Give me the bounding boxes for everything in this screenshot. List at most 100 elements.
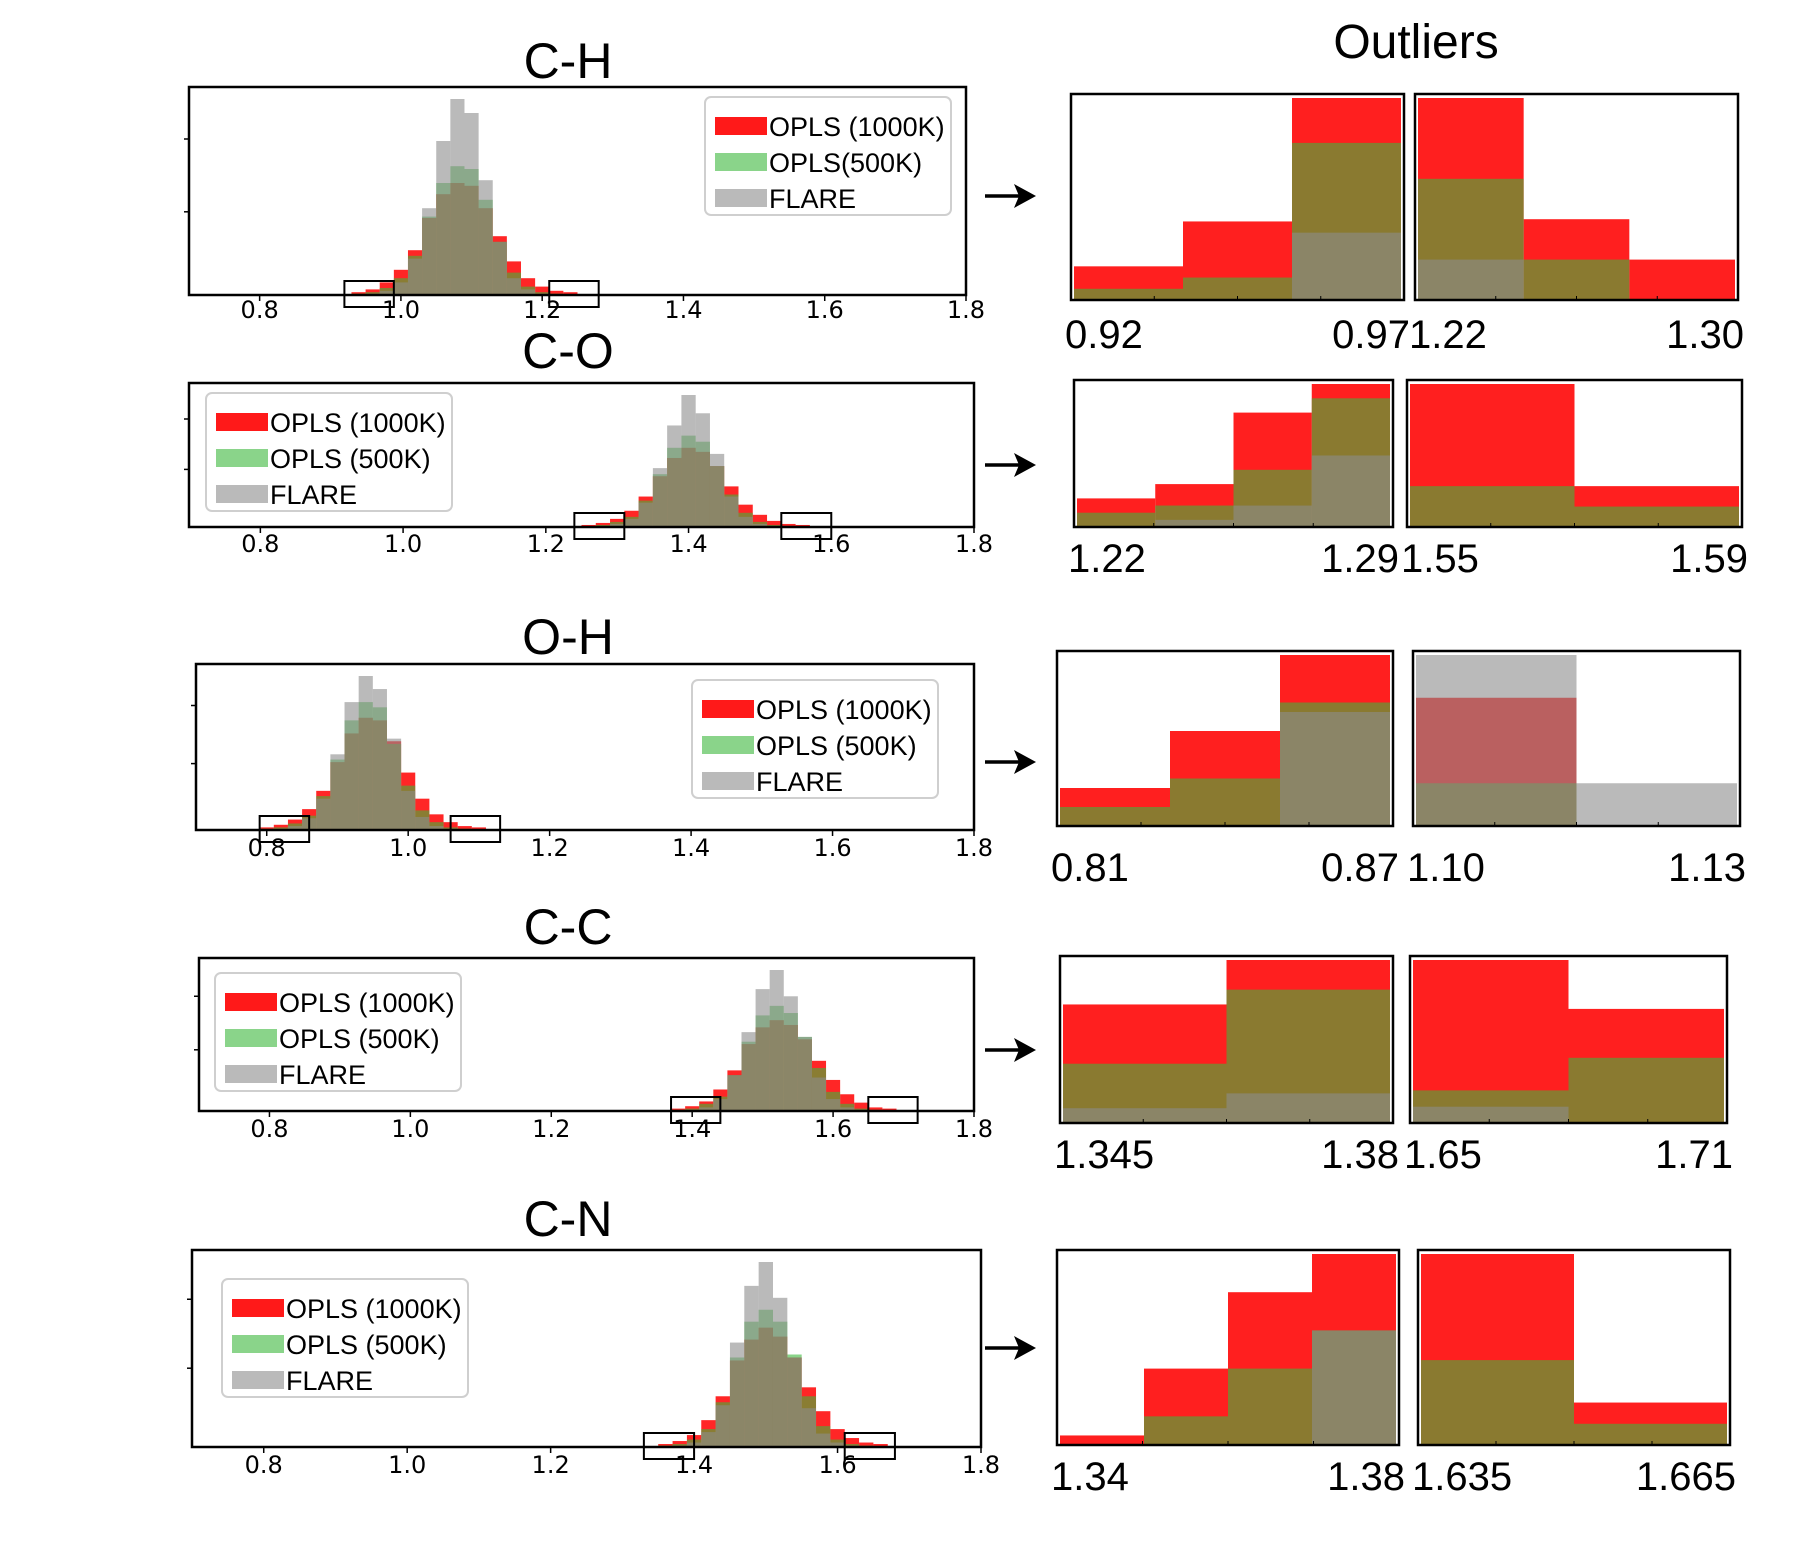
legend-swatch xyxy=(702,736,754,754)
x-tick-label: 1.4 xyxy=(664,296,702,324)
bar-flare xyxy=(709,453,725,527)
legend: OPLS (1000K) OPLS (500K) FLARE xyxy=(221,1278,469,1398)
bar-flare xyxy=(386,738,402,830)
legend-label: OPLS(500K) xyxy=(769,148,922,178)
bar-flare xyxy=(436,141,451,295)
zoom-panel-right: 1.55 1.59 xyxy=(1401,378,1748,581)
bar-flare xyxy=(667,425,682,527)
bar-flare xyxy=(744,1285,759,1447)
zoom-bar-opls500k xyxy=(1523,259,1630,300)
bar-flare xyxy=(826,1099,841,1111)
zoom-bar-opls1000k xyxy=(1629,259,1735,300)
legend-label: OPLS (500K) xyxy=(286,1330,447,1360)
zoom-bar-flare xyxy=(1233,505,1312,527)
bar-flare xyxy=(330,754,345,830)
bar-flare xyxy=(729,1342,745,1447)
zoom-arrow-head xyxy=(1014,750,1036,774)
x-tick-label: 1.6 xyxy=(806,296,844,324)
panel-title: C-H xyxy=(524,33,613,89)
plot-frame xyxy=(197,956,976,1113)
bar-flare xyxy=(415,816,430,830)
legend-swatch xyxy=(232,1299,284,1317)
bar-flare xyxy=(681,395,696,527)
x-tick-label: 1.2 xyxy=(527,530,565,558)
zoom-panel-left: 1.345 1.38 xyxy=(1054,954,1399,1177)
zoom-arrow-head xyxy=(1014,1336,1036,1360)
zoom-bar-opls500k xyxy=(1410,486,1575,527)
outlier-box xyxy=(670,1096,722,1124)
zoom-arrow-head xyxy=(1014,453,1036,477)
bar-opls1000k xyxy=(844,1438,860,1447)
legend-swatch xyxy=(216,413,268,431)
bar-flare xyxy=(638,502,653,527)
bar-flare xyxy=(344,702,359,830)
bar-flare xyxy=(758,1262,773,1447)
zoom-tick-label-max: 1.29 xyxy=(1321,537,1399,581)
legend-swatch xyxy=(216,449,268,467)
bar-flare xyxy=(316,798,331,830)
x-tick-label: 1.8 xyxy=(962,1451,1000,1479)
x-tick-label: 1.4 xyxy=(673,1115,711,1143)
legend-swatch xyxy=(225,993,277,1011)
x-tick-label: 1.2 xyxy=(523,296,561,324)
x-tick-label: 1.0 xyxy=(389,834,427,862)
zoom-tick-label-min: 0.81 xyxy=(1051,846,1129,890)
outlier-box xyxy=(548,280,600,308)
zoom-bar-flare xyxy=(1311,455,1390,527)
x-tick-label: 0.8 xyxy=(248,834,286,862)
bar-flare xyxy=(801,1408,817,1447)
zoom-tick-label-min: 0.92 xyxy=(1065,313,1143,357)
zoom-bar-opls500k xyxy=(1574,506,1739,527)
zoom-tick-label-min: 1.345 xyxy=(1054,1133,1154,1177)
bar-flare xyxy=(401,790,416,830)
bar-flare xyxy=(811,1077,827,1111)
bar-flare xyxy=(701,1432,716,1447)
zoom-arrow-head xyxy=(1014,1038,1036,1062)
zoom-bar-flare xyxy=(1312,1330,1396,1445)
zoom-panel-right: 1.65 1.71 xyxy=(1404,954,1733,1177)
outlier-box xyxy=(867,1096,919,1124)
zoom-tick-label-min: 1.22 xyxy=(1409,313,1487,357)
bar-flare xyxy=(797,1036,812,1111)
legend-label: FLARE xyxy=(270,480,357,510)
zoom-bar-flare xyxy=(1416,655,1577,826)
zoom-bar-flare xyxy=(1155,519,1234,527)
bar-opls1000k xyxy=(868,1107,883,1111)
x-tick-label: 1.2 xyxy=(532,1115,570,1143)
x-tick-label: 0.8 xyxy=(245,1451,283,1479)
legend-label: OPLS (500K) xyxy=(756,731,917,761)
panel-title: O-H xyxy=(522,609,614,665)
bar-flare xyxy=(379,290,394,295)
zoom-bar-opls500k xyxy=(1060,807,1170,826)
bond-row-c-c: C-C 0.8 1.0 1.2 1.4 1.6 1.8 OPLS (1000K) OPLS (5… xyxy=(194,899,1733,1177)
outlier-box xyxy=(343,280,395,308)
histogram-bars xyxy=(259,676,486,830)
zoom-panel-left: 1.34 1.38 xyxy=(1051,1248,1405,1499)
legend-label: FLARE xyxy=(279,1060,366,1090)
x-tick-label: 1.2 xyxy=(531,834,569,862)
zoom-tick-label-min: 1.65 xyxy=(1404,1133,1482,1177)
zoom-bar-flare xyxy=(1418,259,1524,300)
legend-label: OPLS (1000K) xyxy=(769,112,945,142)
bar-opls1000k xyxy=(873,1444,888,1447)
zoom-panel-left: 1.22 1.29 xyxy=(1068,378,1399,581)
zoom-panel-left: 0.92 0.97 xyxy=(1065,92,1410,357)
bond-row-c-h: C-H 0.8 1.0 1.2 1.4 1.6 1.8 OPLS (1000K) OPLS(50… xyxy=(184,33,1744,357)
zoom-tick-label-max: 1.30 xyxy=(1666,313,1744,357)
x-tick-label: 1.6 xyxy=(814,1115,852,1143)
zoom-bar-opls500k xyxy=(1421,1360,1574,1445)
bar-flare xyxy=(450,99,465,295)
bar-flare xyxy=(520,289,536,295)
zoom-panel-left: 0.81 0.87 xyxy=(1051,649,1399,890)
legend-swatch xyxy=(702,700,754,718)
zoom-tick-label-max: 0.87 xyxy=(1321,846,1399,890)
x-tick-label: 1.8 xyxy=(955,530,993,558)
plot-frame xyxy=(187,381,976,529)
zoom-bar-opls500k xyxy=(1228,1368,1312,1445)
panel-title: C-C xyxy=(524,899,613,955)
zoom-bar-opls500k xyxy=(1074,288,1183,300)
bar-flare xyxy=(755,989,770,1111)
zoom-tick-label-max: 1.38 xyxy=(1327,1455,1405,1499)
outlier-box xyxy=(449,815,502,843)
